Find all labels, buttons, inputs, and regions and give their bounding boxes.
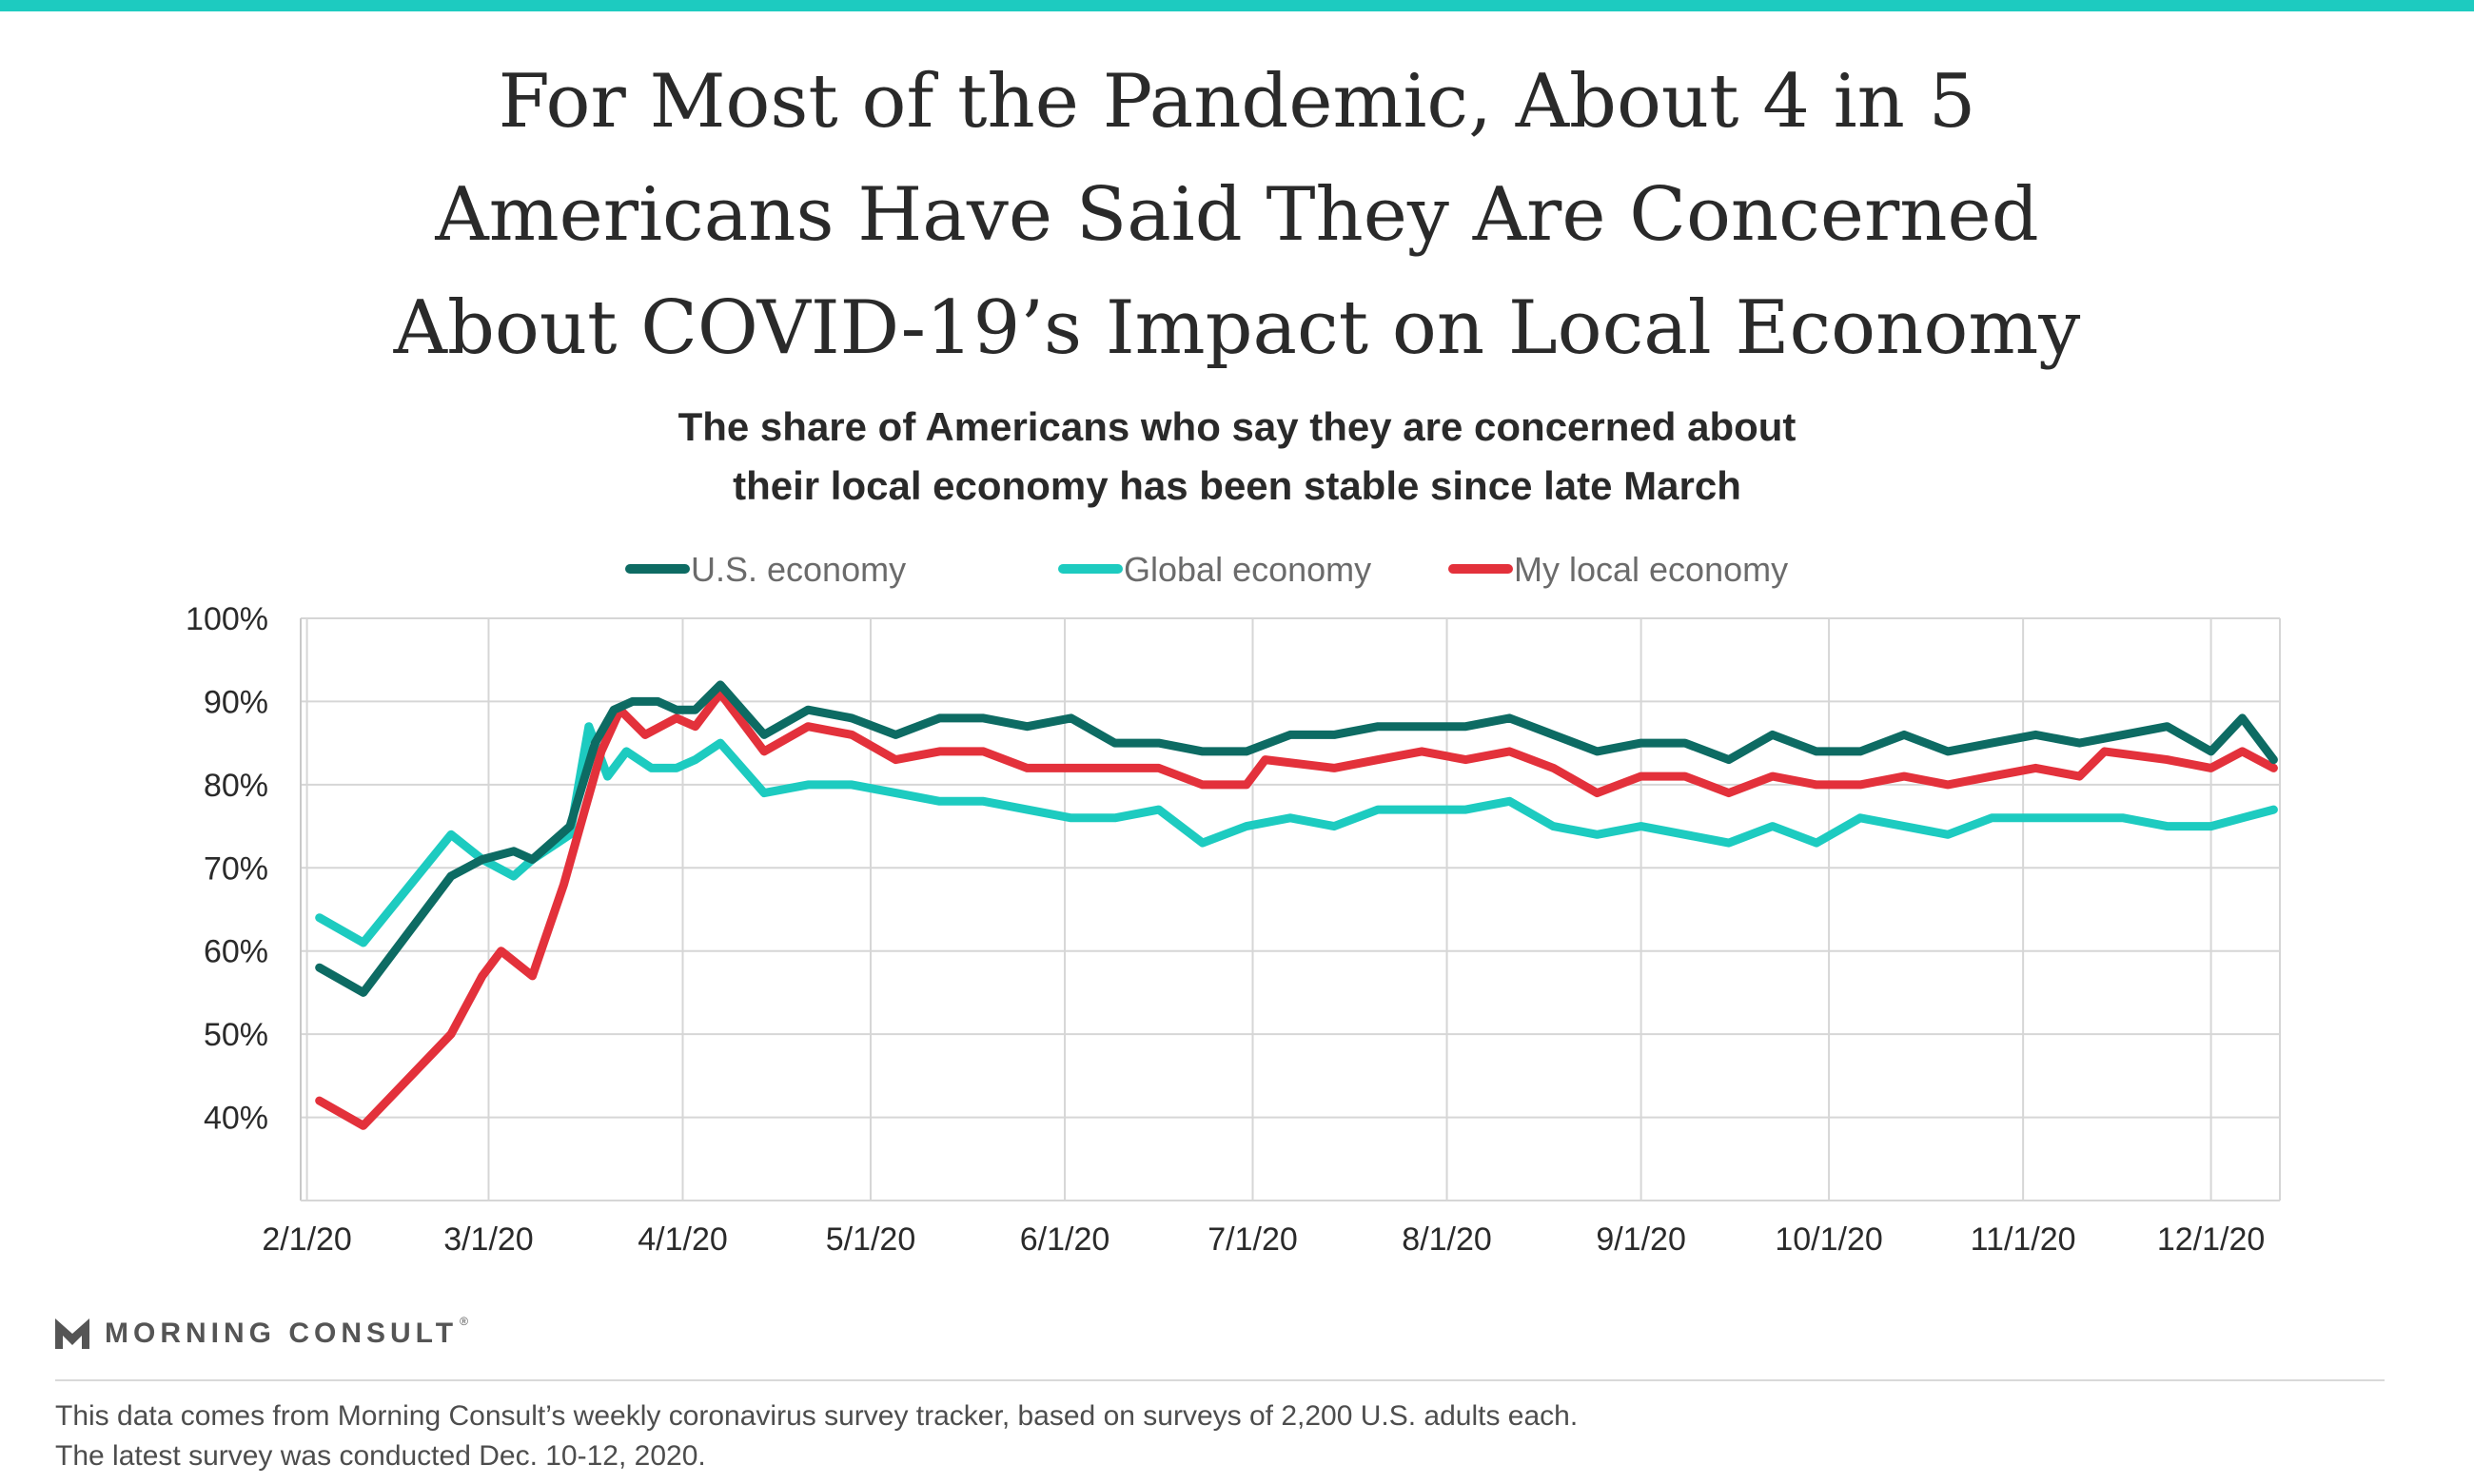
y-tick-label: 40% bbox=[204, 1101, 268, 1137]
y-tick-label: 80% bbox=[204, 768, 268, 804]
y-tick-label: 60% bbox=[204, 934, 268, 970]
title-line: Americans Have Said They Are Concerned bbox=[435, 172, 2039, 258]
footnote-line: This data comes from Morning Consult’s w… bbox=[55, 1400, 1579, 1432]
x-tick-label: 3/1/20 bbox=[443, 1221, 534, 1258]
legend: U.S. economy Global economy My local econo… bbox=[625, 550, 1788, 589]
grid bbox=[301, 617, 2280, 1201]
morning-consult-logo-icon bbox=[55, 1318, 89, 1349]
legend-label: Global economy bbox=[1124, 550, 1371, 589]
x-tick-label: 12/1/20 bbox=[2157, 1221, 2265, 1258]
x-tick-label: 9/1/20 bbox=[1596, 1221, 1686, 1258]
y-tick-label: 50% bbox=[204, 1017, 268, 1053]
y-tick-label: 90% bbox=[204, 684, 268, 720]
x-tick-label: 7/1/20 bbox=[1208, 1221, 1298, 1258]
chart-title: For Most of the Pandemic, About 4 in 5 A… bbox=[0, 46, 2474, 385]
chart-subtitle: The share of Americans who say they are … bbox=[0, 398, 2474, 516]
axes: 40% 50% 60% 70% 80% 90% 100% 2/1/20 3/1/20 4/1/20… bbox=[186, 601, 2281, 1258]
series-line-u-s-economy bbox=[315, 680, 2278, 997]
accent-top-bar bbox=[0, 0, 2474, 11]
legend-label: U.S. economy bbox=[691, 550, 906, 589]
y-tick-label: 100% bbox=[186, 601, 268, 637]
x-tick-label: 6/1/20 bbox=[1020, 1221, 1110, 1258]
brand-name: MORNING CONSULT bbox=[105, 1318, 459, 1349]
title-line: About COVID-19’s Impact on Local Economy bbox=[393, 285, 2081, 371]
footer-divider bbox=[55, 1379, 2385, 1381]
series-lines bbox=[315, 680, 2278, 1130]
line-chart: 40% 50% 60% 70% 80% 90% 100% 2/1/20 3/1/20 4/1/20… bbox=[186, 550, 2281, 1258]
x-tick-label: 4/1/20 bbox=[638, 1221, 728, 1258]
x-tick-label: 11/1/20 bbox=[1971, 1221, 2076, 1258]
x-tick-label: 10/1/20 bbox=[1775, 1221, 1882, 1258]
x-tick-label: 8/1/20 bbox=[1402, 1221, 1492, 1258]
brand-logo: MORNING CONSULT ® bbox=[53, 1309, 468, 1358]
y-tick-label: 70% bbox=[204, 850, 268, 887]
legend-label: My local economy bbox=[1514, 550, 1788, 589]
footnote-line: The latest survey was conducted Dec. 10-… bbox=[55, 1440, 706, 1472]
series-line-global-economy bbox=[315, 722, 2278, 947]
series-line-my-local-economy bbox=[315, 689, 2278, 1130]
subtitle-line: their local economy has been stable sinc… bbox=[733, 463, 1741, 508]
x-tick-label: 2/1/20 bbox=[262, 1221, 352, 1258]
title-line: For Most of the Pandemic, About 4 in 5 bbox=[498, 59, 1976, 145]
x-tick-label: 5/1/20 bbox=[826, 1221, 916, 1258]
subtitle-line: The share of Americans who say they are … bbox=[677, 404, 1797, 449]
source-footnote: This data comes from Morning Consult’s w… bbox=[55, 1396, 1578, 1476]
brand-registered-mark: ® bbox=[460, 1315, 468, 1328]
